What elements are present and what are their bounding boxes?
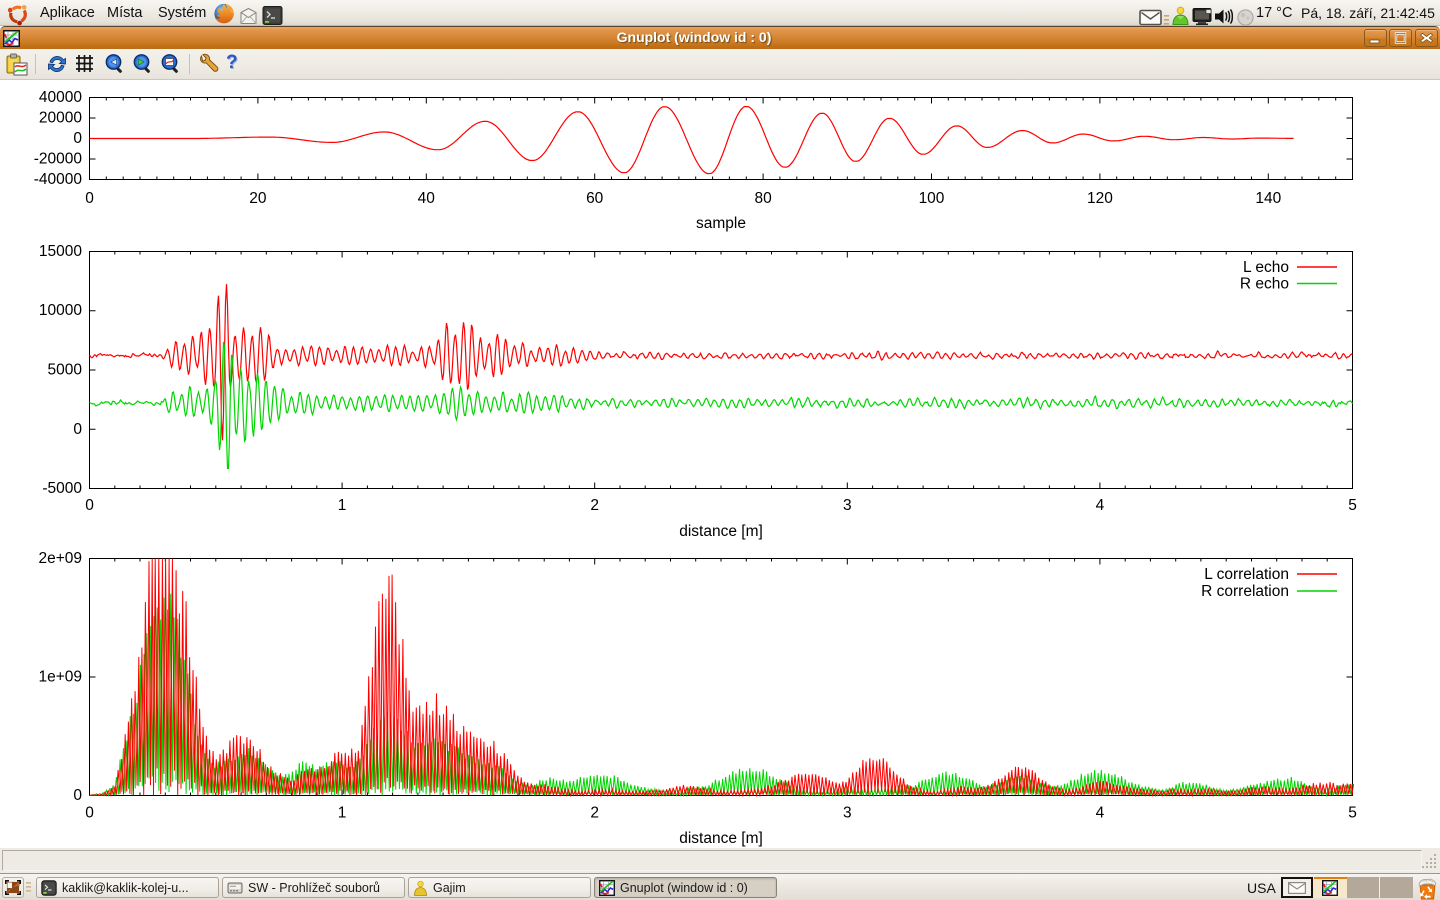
svg-text:10000: 10000: [39, 302, 82, 319]
svg-text:-5000: -5000: [42, 480, 82, 497]
svg-text:60: 60: [586, 190, 604, 207]
svg-text:120: 120: [1087, 190, 1113, 207]
svg-text:2: 2: [590, 497, 599, 514]
svg-text:5: 5: [1348, 497, 1357, 514]
svg-text:100: 100: [919, 190, 945, 207]
svg-text:0: 0: [85, 805, 94, 822]
svg-text:2: 2: [590, 805, 599, 822]
svg-text:0: 0: [73, 421, 82, 438]
svg-text:15000: 15000: [39, 243, 82, 260]
svg-text:40000: 40000: [39, 89, 82, 106]
svg-text:4: 4: [1096, 497, 1105, 514]
svg-text:1: 1: [338, 805, 347, 822]
svg-text:0: 0: [73, 130, 82, 147]
svg-text:20: 20: [249, 190, 267, 207]
svg-text:20000: 20000: [39, 110, 82, 127]
svg-text:0: 0: [85, 190, 94, 207]
svg-text:2e+09: 2e+09: [38, 550, 82, 567]
svg-text:-40000: -40000: [34, 171, 83, 188]
svg-text:3: 3: [843, 497, 852, 514]
svg-text:distance [m]: distance [m]: [679, 523, 763, 540]
svg-text:5000: 5000: [48, 362, 83, 379]
svg-text:-20000: -20000: [34, 151, 83, 168]
svg-text:40: 40: [418, 190, 436, 207]
svg-text:0: 0: [85, 497, 94, 514]
svg-text:sample: sample: [696, 215, 746, 232]
svg-text:80: 80: [754, 190, 772, 207]
svg-text:0: 0: [73, 787, 82, 804]
svg-text:R echo: R echo: [1240, 276, 1289, 293]
svg-text:140: 140: [1255, 190, 1281, 207]
svg-text:R correlation: R correlation: [1201, 583, 1289, 600]
svg-text:L correlation: L correlation: [1204, 566, 1289, 583]
svg-text:5: 5: [1348, 805, 1357, 822]
svg-text:4: 4: [1096, 805, 1105, 822]
svg-text:L echo: L echo: [1243, 259, 1289, 276]
svg-text:1: 1: [338, 497, 347, 514]
svg-text:distance [m]: distance [m]: [679, 830, 763, 847]
svg-text:1e+09: 1e+09: [38, 669, 82, 686]
svg-text:3: 3: [843, 805, 852, 822]
